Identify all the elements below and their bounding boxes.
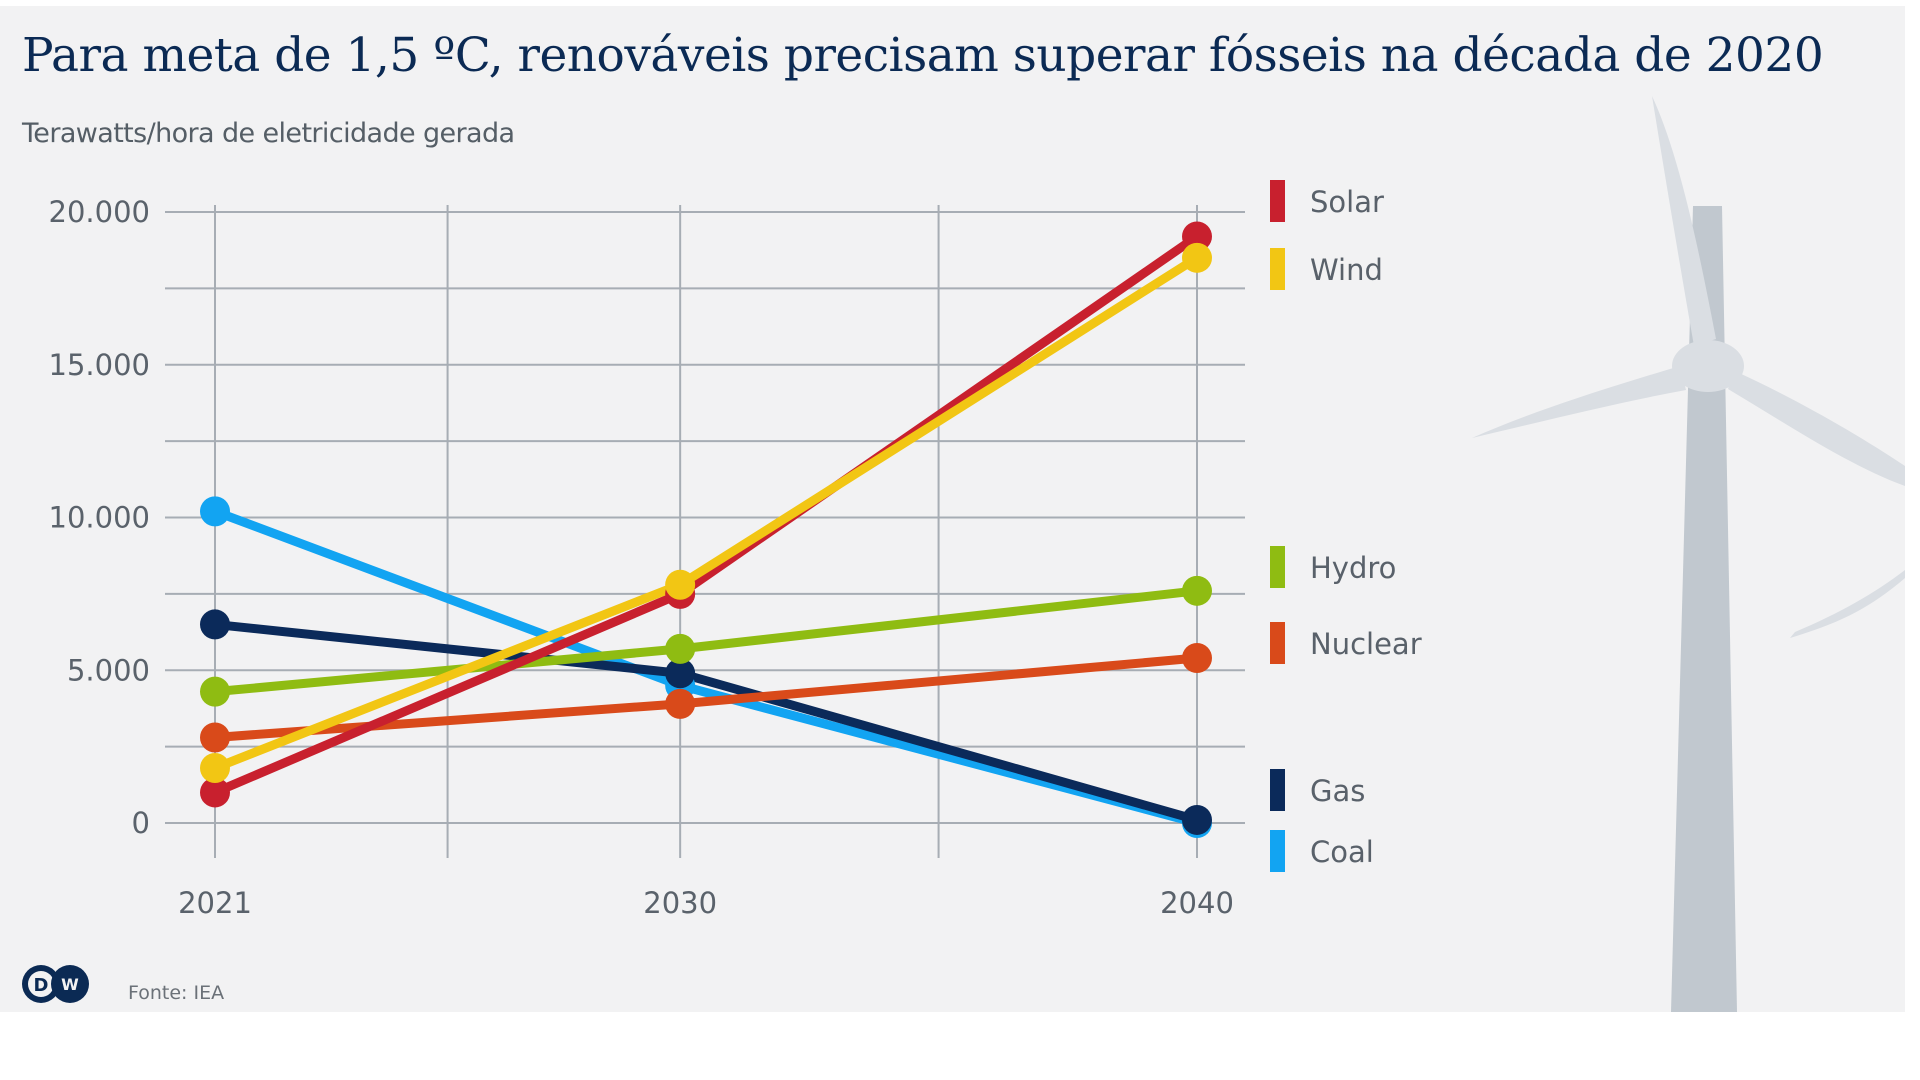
x-tick-label: 2030 [643, 886, 717, 920]
data-point-hydro [200, 676, 230, 707]
turbine-blade-left [1472, 366, 1686, 438]
data-point-wind [200, 753, 230, 784]
turbine-blade-tip [1790, 570, 1905, 638]
y-tick-label: 20.000 [49, 195, 150, 229]
dw-logo: D W [22, 965, 89, 1003]
chart-panel: Para meta de 1,5 ºC, renováveis precisam… [0, 6, 1905, 1012]
x-axis-ticks: 2021 2030 2040 [178, 886, 1234, 920]
legend-label-nuclear: Nuclear [1310, 627, 1422, 661]
legend-swatch-wind [1270, 248, 1285, 290]
series-points [200, 221, 1212, 838]
data-point-wind [1182, 242, 1212, 273]
y-tick-label: 15.000 [49, 348, 150, 382]
turbine-hub [1672, 340, 1744, 392]
legend-item-solar: Solar [1270, 180, 1384, 222]
legend-swatch-gas [1270, 769, 1285, 811]
legend-label-hydro: Hydro [1310, 551, 1396, 585]
y-tick-label: 5.000 [67, 653, 150, 687]
legend-label-solar: Solar [1310, 185, 1384, 219]
data-point-gas [200, 609, 230, 640]
legend-swatch-nuclear [1270, 622, 1285, 664]
data-point-gas [1182, 804, 1212, 835]
line-chart: 0 5.000 10.000 15.000 20.000 2021 2030 2040 So… [49, 180, 1422, 920]
legend-swatch-solar [1270, 180, 1285, 222]
legend-item-coal: Coal [1270, 830, 1374, 872]
turbine-blade-top [1652, 96, 1716, 346]
y-axis-ticks: 0 5.000 10.000 15.000 20.000 [49, 195, 150, 840]
x-tick-label: 2040 [1160, 886, 1234, 920]
legend-swatch-hydro [1270, 546, 1285, 588]
dw-logo-w: W [61, 975, 79, 994]
legend-item-wind: Wind [1270, 248, 1383, 290]
data-point-coal [200, 496, 230, 527]
source-note: Fonte: IEA [128, 982, 225, 1004]
data-point-hydro [1182, 575, 1212, 606]
data-point-solar [1182, 221, 1212, 252]
turbine-blade-right [1728, 371, 1905, 486]
series-line-gas [210, 619, 1202, 825]
legend-item-hydro: Hydro [1270, 546, 1396, 588]
data-point-nuclear [1182, 643, 1212, 674]
turbine-tower [1671, 206, 1737, 1012]
chart-subtitle: Terawatts/hora de eletricidade gerada [22, 118, 515, 149]
chart-title: Para meta de 1,5 ºC, renováveis precisam… [22, 28, 1824, 83]
legend-label-gas: Gas [1310, 774, 1365, 808]
data-point-nuclear [665, 688, 696, 719]
gridlines [165, 205, 1245, 858]
wind-turbine-illustration [1472, 96, 1905, 1012]
series-lines [210, 231, 1202, 828]
dw-logo-d: D [34, 975, 49, 996]
data-point-solar [200, 777, 230, 808]
legend: Solar Wind Hydro Nuclear Gas Coal [1270, 180, 1422, 872]
x-tick-label: 2021 [178, 886, 252, 920]
data-point-gas [665, 658, 696, 689]
legend-item-nuclear: Nuclear [1270, 622, 1422, 664]
y-tick-label: 10.000 [49, 501, 150, 535]
legend-label-wind: Wind [1310, 253, 1383, 287]
data-point-hydro [665, 633, 696, 664]
legend-item-gas: Gas [1270, 769, 1365, 811]
y-tick-label: 0 [132, 806, 150, 840]
footer: D W [20, 963, 92, 1005]
data-point-wind [665, 569, 696, 600]
legend-swatch-coal [1270, 830, 1285, 872]
legend-label-coal: Coal [1310, 835, 1374, 869]
data-point-nuclear [200, 722, 230, 753]
